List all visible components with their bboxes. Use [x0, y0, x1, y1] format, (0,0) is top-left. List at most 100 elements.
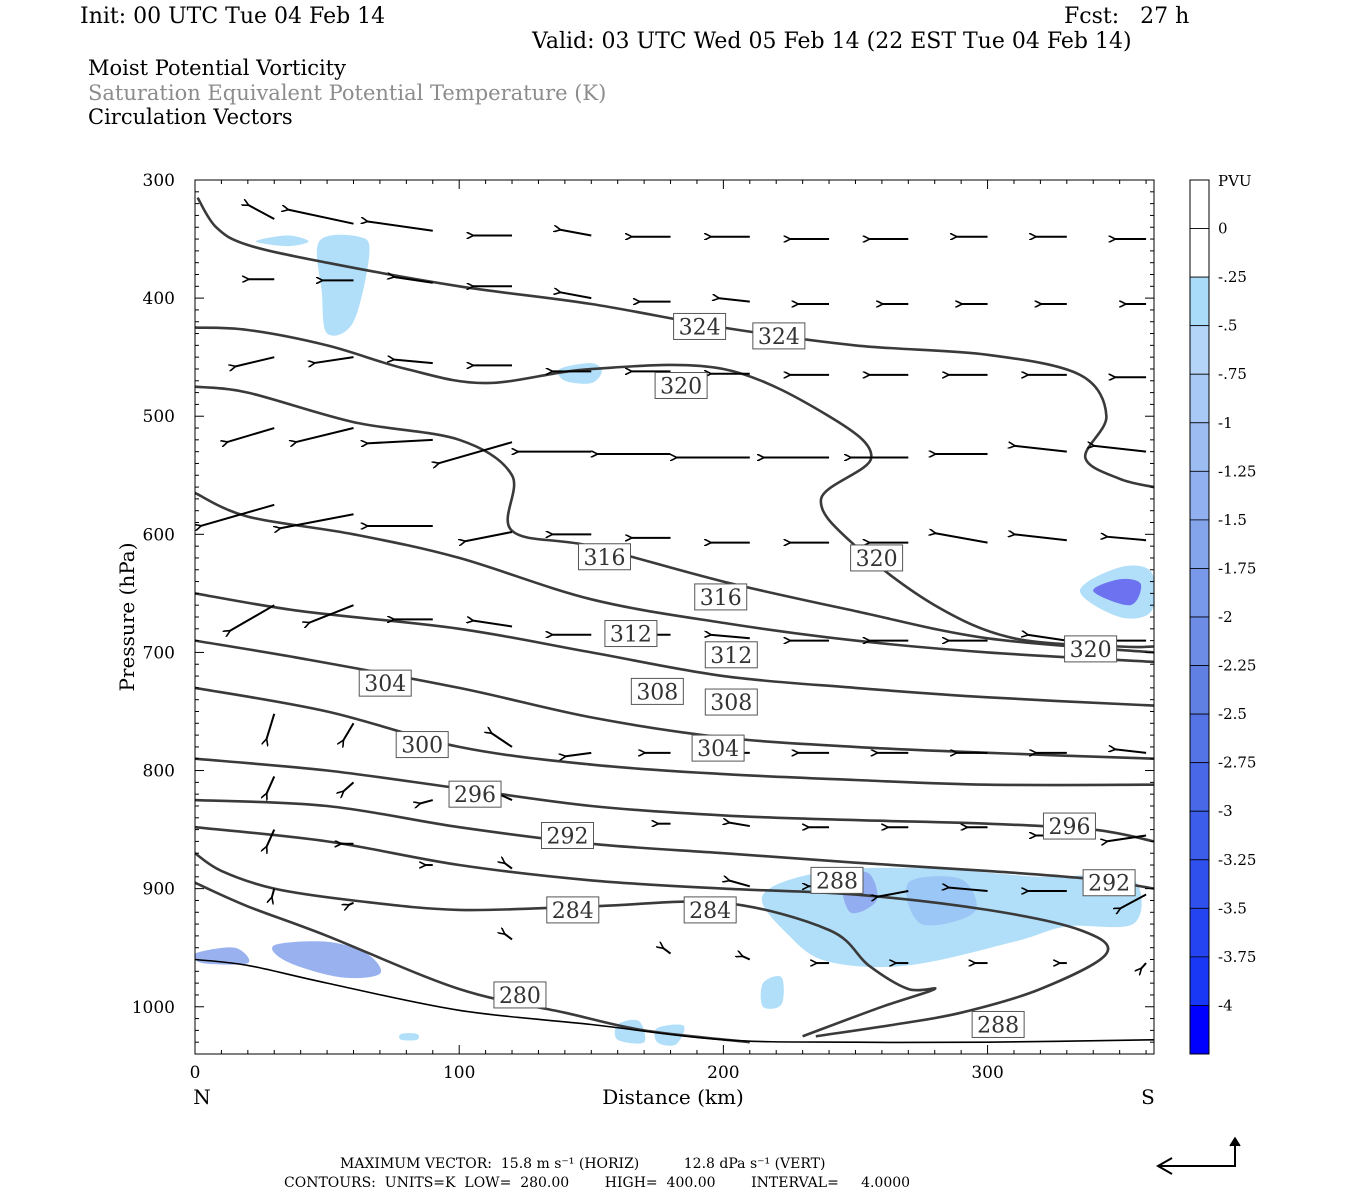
colorbar-label: -2.25 — [1218, 657, 1256, 675]
pv-region — [557, 363, 602, 384]
contour-label-292: 292 — [547, 825, 589, 850]
contour-label-box — [546, 896, 600, 924]
contour-label-box — [704, 641, 758, 669]
contour-label-box — [493, 981, 547, 1009]
contour-label-box — [604, 620, 658, 648]
circulation-vector — [1027, 635, 1067, 642]
contour-label-308: 308 — [710, 691, 752, 716]
circulation-vector — [295, 427, 354, 442]
terrain-line — [195, 958, 1154, 1044]
colorbar-label: -3.5 — [1218, 899, 1247, 917]
circulation-vector — [742, 956, 751, 961]
y-tick-label: 900 — [143, 880, 175, 900]
circulation-vector — [227, 427, 275, 442]
contour-line-292 — [195, 798, 1154, 890]
contour-label-box — [577, 543, 631, 571]
circulation-vector — [472, 621, 513, 628]
circulation-vector — [266, 776, 276, 794]
circulation-vector — [367, 438, 433, 444]
contour-label-box — [971, 1010, 1025, 1038]
contour-line-296 — [195, 757, 1154, 843]
circulation-vector — [1114, 749, 1147, 754]
y-tick-label: 500 — [143, 407, 175, 427]
x-end-label-south: S — [1141, 1085, 1155, 1109]
y-tick-label: 400 — [143, 289, 175, 309]
x-tick-label: 300 — [971, 1063, 1003, 1083]
contour-settings-note: CONTOURS: UNITS=K LOW= 280.00 HIGH= 400.… — [284, 1175, 911, 1191]
contour-label-box — [850, 544, 904, 572]
circulation-vector — [343, 781, 355, 791]
circulation-vector — [1120, 893, 1147, 909]
contour-label-284: 284 — [552, 899, 594, 924]
circulation-vector — [877, 890, 909, 897]
circulation-vector — [287, 210, 354, 225]
contour-label-320: 320 — [856, 547, 898, 572]
contour-label-316: 316 — [583, 546, 625, 571]
circulation-vector — [560, 292, 592, 300]
circulation-vector — [393, 360, 433, 365]
circulation-vector — [248, 205, 275, 220]
colorbar-bin — [1189, 907, 1210, 958]
x-end-label-north: N — [193, 1085, 211, 1109]
circulation-vector — [229, 604, 275, 631]
contour-label-320: 320 — [1070, 638, 1112, 663]
contour-label-box — [395, 731, 449, 759]
forecast-hour: Fcst: 27 h — [1064, 4, 1190, 29]
contour-label-312: 312 — [610, 623, 652, 648]
contour-label-280: 280 — [499, 984, 541, 1009]
y-tick-label: 700 — [143, 643, 175, 663]
pv-region — [399, 1033, 419, 1041]
axis-layer: 300 400 500 600 700 800 900 1000 0 100 200 300 — [132, 171, 1154, 1083]
colorbar-bin — [1189, 470, 1210, 521]
circulation-vector — [314, 356, 354, 363]
contour-label-284: 284 — [689, 899, 731, 924]
contour-line-324 — [196, 197, 1154, 489]
colorbar-label: -1.25 — [1218, 462, 1256, 480]
contour-label-296: 296 — [1048, 815, 1090, 840]
contour-label-box — [694, 583, 748, 611]
contour-label-304: 304 — [697, 737, 739, 762]
pv-region — [760, 975, 784, 1009]
pv-region — [316, 234, 370, 336]
colorbar-label: -3.75 — [1218, 948, 1256, 966]
contour-line-288 — [195, 825, 1110, 1038]
contour-label-308: 308 — [636, 680, 678, 705]
contour-label-324: 324 — [758, 325, 800, 350]
colorbar-bin — [1189, 1005, 1210, 1055]
colorbar-bin — [1189, 179, 1210, 229]
circulation-vector — [1106, 834, 1147, 842]
colorbar-label: -2 — [1218, 608, 1233, 626]
contour-label-312: 312 — [710, 644, 752, 669]
circulation-vector — [948, 887, 988, 893]
x-axis-label: Distance (km) — [602, 1085, 744, 1109]
pv-region — [1093, 578, 1142, 606]
colorbar-bin — [1189, 228, 1210, 278]
circulation-vector — [272, 888, 276, 898]
colorbar-bin — [1189, 616, 1210, 666]
circulation-vector — [235, 356, 275, 366]
contour-label-box — [1082, 869, 1136, 897]
reference-vector-icon — [1155, 1136, 1241, 1175]
y-tick-label: 800 — [143, 762, 175, 782]
colorbar-label: -.25 — [1218, 268, 1247, 286]
x-tick-label: 200 — [707, 1063, 739, 1083]
contour-label-320: 320 — [660, 375, 702, 400]
circulation-vector — [343, 722, 355, 741]
circulation-vector — [309, 604, 354, 623]
circulation-vector — [200, 503, 275, 526]
contour-label-box — [704, 688, 758, 716]
colorbar-label: 0 — [1218, 220, 1228, 238]
contour-label-box — [1064, 635, 1118, 663]
pv-region — [614, 1019, 646, 1044]
circulation-vector — [560, 230, 592, 237]
circulation-vector — [504, 934, 513, 941]
contour-label-292: 292 — [1088, 872, 1130, 897]
colorbar-label: -3 — [1218, 802, 1233, 820]
colorbar-label: -1.75 — [1218, 559, 1256, 577]
contour-label-box — [691, 734, 745, 762]
valid-time: Valid: 03 UTC Wed 05 Feb 14 (22 EST Tue … — [532, 29, 1132, 54]
contour-label-box — [358, 669, 412, 697]
circulation-vector — [729, 880, 751, 888]
contour-label-box — [752, 322, 806, 350]
x-tick-label: 100 — [443, 1063, 475, 1083]
